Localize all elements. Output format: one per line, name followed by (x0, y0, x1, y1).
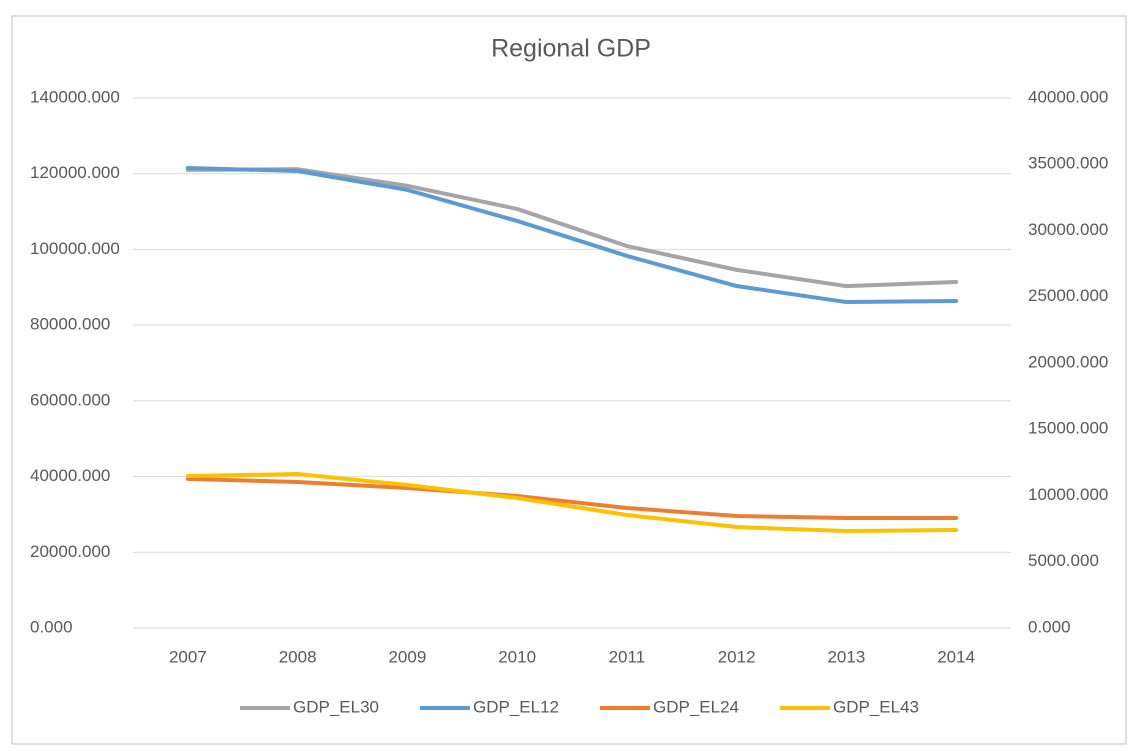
x-tick-label: 2012 (718, 647, 756, 666)
y2-tick-label: 0.000 (1028, 617, 1071, 636)
y-tick-label: 140000.000 (30, 87, 120, 106)
y2-tick-label: 40000.000 (1028, 87, 1108, 106)
y2-tick-label: 35000.000 (1028, 154, 1108, 173)
legend-label: GDP_EL30 (293, 697, 379, 716)
series-line (185, 165, 959, 305)
x-tick-label: 2010 (498, 647, 536, 666)
legend-label: GDP_EL43 (833, 697, 919, 716)
series-line (185, 476, 959, 521)
chart-frame (11, 15, 1127, 745)
y-tick-label: 120000.000 (30, 163, 120, 182)
y2-tick-label: 30000.000 (1028, 220, 1108, 239)
x-tick-label: 2011 (609, 647, 646, 666)
y-tick-label: 60000.000 (30, 390, 110, 409)
y2-tick-label: 10000.000 (1028, 485, 1108, 504)
y-tick-label: 0.000 (30, 617, 73, 636)
x-tick-label: 2007 (169, 647, 207, 666)
y-tick-label: 20000.000 (30, 542, 110, 561)
series-line (185, 167, 959, 289)
legend-label: GDP_EL24 (653, 697, 739, 716)
y-tick-label: 100000.000 (30, 239, 120, 258)
y-tick-label: 40000.000 (30, 466, 110, 485)
series-line (185, 472, 959, 534)
y-tick-label: 80000.000 (30, 315, 110, 334)
y2-tick-label: 5000.000 (1028, 551, 1099, 570)
x-tick-label: 2014 (937, 647, 975, 666)
x-tick-label: 2009 (388, 647, 426, 666)
y2-tick-label: 20000.000 (1028, 352, 1108, 371)
y2-tick-label: 25000.000 (1028, 286, 1108, 305)
x-tick-label: 2008 (279, 647, 317, 666)
y2-tick-label: 15000.000 (1028, 419, 1108, 438)
legend-label: GDP_EL12 (473, 697, 559, 716)
x-tick-label: 2013 (827, 647, 865, 666)
chart-title: Regional GDP (491, 35, 651, 63)
